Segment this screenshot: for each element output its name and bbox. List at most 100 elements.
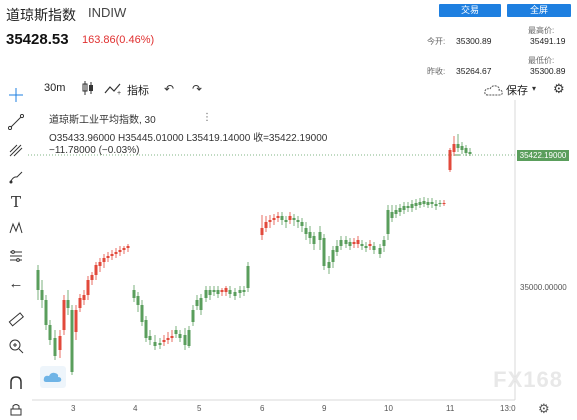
open-label: 今开:	[427, 37, 446, 46]
candle-body	[360, 244, 364, 246]
lock-icon[interactable]	[5, 398, 27, 420]
candles-group	[36, 134, 472, 375]
redo-icon[interactable]: ↷	[192, 82, 203, 96]
candle-body	[448, 150, 452, 170]
x-tick-label: 4	[133, 404, 138, 413]
chart-settings-icon[interactable]: ⚙	[538, 401, 550, 416]
candle-body	[162, 340, 166, 342]
candle-body	[118, 250, 122, 252]
chevron-down-icon[interactable]: ▾	[532, 84, 537, 93]
magnet-icon[interactable]	[5, 372, 27, 394]
candle-body	[233, 292, 237, 296]
candle-body	[280, 216, 284, 220]
candle-body	[170, 336, 174, 338]
candle-body	[364, 246, 368, 248]
candle-body	[264, 222, 268, 228]
candle-body	[339, 240, 343, 246]
candle-type-icon[interactable]	[82, 80, 94, 96]
crosshair-icon[interactable]	[5, 84, 27, 106]
pitchfork-icon[interactable]	[5, 139, 27, 161]
candle-body	[312, 236, 316, 244]
candle-body	[48, 325, 52, 340]
instrument-title: 道琼斯指数	[6, 7, 76, 23]
candle-body	[78, 298, 82, 308]
candle-body	[335, 246, 339, 252]
candle-body	[187, 330, 191, 346]
candle-body	[66, 300, 70, 308]
indicator-icon[interactable]: +	[104, 82, 126, 97]
legend-menu-icon[interactable]: ⋮	[202, 112, 212, 123]
svg-text:+: +	[117, 90, 121, 96]
candle-body	[122, 248, 126, 250]
candle-body	[199, 298, 203, 310]
candle-body	[456, 144, 460, 148]
candle-body	[422, 201, 426, 204]
candle-body	[284, 220, 288, 222]
low-value: 35300.89	[530, 66, 566, 76]
candle-body	[382, 240, 386, 246]
trade-button[interactable]: 交易	[439, 4, 501, 17]
candle-body	[414, 203, 418, 206]
candle-body	[94, 265, 98, 275]
undo-icon[interactable]: ↶	[164, 82, 175, 96]
text-tool-icon[interactable]: T	[10, 193, 21, 211]
candle-body	[308, 232, 312, 238]
gear-icon[interactable]: ⚙	[553, 81, 565, 96]
candle-body	[426, 202, 430, 205]
candle-body	[158, 343, 162, 345]
candle-body	[224, 288, 228, 292]
candle-body	[183, 335, 187, 345]
candle-body	[44, 300, 48, 325]
y-tick-label: 35000.00000	[520, 283, 567, 292]
save-button[interactable]: 保存	[506, 85, 528, 97]
candle-body	[260, 228, 264, 235]
candle-body	[268, 220, 272, 222]
indicators-button[interactable]: 指标	[127, 85, 149, 97]
candle-body	[106, 256, 110, 258]
candle-body	[356, 240, 360, 244]
x-tick-label: 6	[260, 404, 265, 413]
candle-body	[212, 290, 216, 292]
brush-icon[interactable]	[5, 166, 27, 188]
candle-body	[144, 320, 148, 338]
cloud-icon[interactable]	[484, 83, 504, 96]
candle-body	[452, 144, 456, 152]
candle-body	[276, 216, 280, 218]
candle-body	[442, 203, 446, 204]
price-change: 163.86(0.46%)	[82, 34, 155, 46]
ruler-icon[interactable]	[5, 308, 27, 330]
legend-series-name: 道琼斯工业平均指数, 30	[49, 115, 156, 126]
pattern-icon[interactable]	[5, 217, 27, 239]
candle-body	[174, 330, 178, 334]
candle-body	[344, 240, 348, 244]
interval-selector[interactable]: 30m	[44, 82, 66, 94]
candle-body	[386, 210, 390, 234]
back-arrow-icon[interactable]: ←	[8, 274, 24, 292]
candle-body	[300, 222, 304, 226]
fullscreen-button[interactable]: 全屏	[507, 4, 571, 17]
candle-body	[110, 254, 114, 256]
candle-body	[58, 336, 62, 350]
candle-body	[195, 300, 199, 306]
candle-body	[178, 334, 182, 338]
image-snapshot-icon[interactable]	[40, 366, 66, 388]
candle-body	[410, 204, 414, 208]
candle-body	[40, 290, 44, 300]
candle-body	[191, 310, 195, 322]
watermark-logo: FX168	[493, 367, 563, 392]
candle-body	[228, 290, 232, 294]
candle-body	[327, 262, 331, 268]
trend-line-icon[interactable]	[5, 111, 27, 133]
candle-body	[70, 310, 74, 372]
candle-body	[468, 152, 472, 154]
candle-body	[368, 244, 372, 246]
candle-body	[153, 342, 157, 346]
prediction-icon[interactable]	[5, 245, 27, 267]
candle-body	[296, 220, 300, 222]
candle-body	[398, 208, 402, 212]
candle-body	[136, 296, 140, 305]
candle-body	[62, 300, 66, 330]
zoom-in-icon[interactable]	[5, 335, 27, 357]
candle-body	[53, 338, 57, 356]
